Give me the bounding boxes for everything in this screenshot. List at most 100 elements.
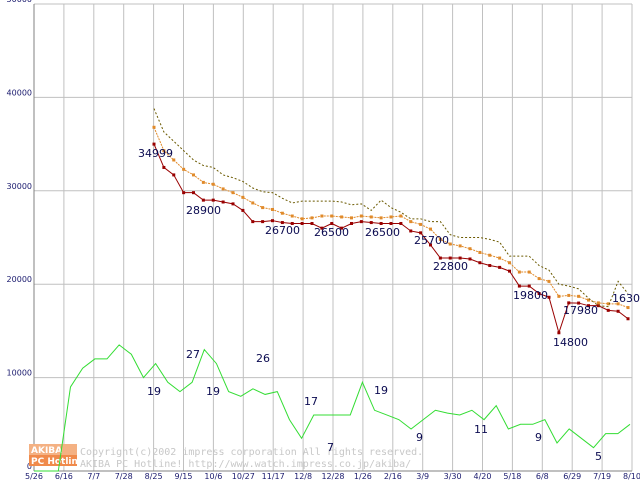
min-price-marker bbox=[320, 226, 324, 230]
avg-price-marker bbox=[419, 222, 423, 226]
y-tick-label: 30000 bbox=[7, 182, 32, 191]
x-tick-label: 5/26 bbox=[25, 472, 43, 480]
data-label: 26500 bbox=[365, 226, 400, 239]
site-url-line: AKIBA PC Hotline! http://www.watch.impre… bbox=[80, 459, 411, 470]
data-label: 9 bbox=[535, 431, 542, 444]
min-price-marker bbox=[300, 221, 304, 225]
min-price-marker bbox=[192, 191, 195, 195]
data-label: 14800 bbox=[553, 336, 588, 349]
min-price-marker bbox=[162, 165, 166, 169]
chart-series bbox=[34, 108, 631, 472]
min-price-marker bbox=[616, 309, 620, 313]
min-price-marker bbox=[211, 198, 215, 202]
y-tick-label: 50000 bbox=[7, 0, 32, 4]
avg-price-marker bbox=[448, 242, 452, 246]
avg-price-marker bbox=[231, 191, 235, 195]
chart-grid bbox=[33, 3, 633, 472]
min-price-marker bbox=[261, 220, 265, 224]
min-price-marker bbox=[231, 202, 235, 206]
min-price-marker bbox=[172, 173, 176, 177]
data-labels: 34999 28900 26700 26500 26500 25700 22800 19800… bbox=[138, 147, 640, 463]
avg-price-marker bbox=[379, 216, 383, 220]
min-price-marker bbox=[419, 231, 423, 235]
avg-price-marker bbox=[616, 302, 620, 306]
avg-price-marker bbox=[300, 217, 304, 221]
copyright-line: Copyright(c)2002 impress corporation All… bbox=[80, 447, 423, 458]
x-tick-label: 4/20 bbox=[474, 472, 492, 480]
min-price-marker bbox=[290, 221, 294, 225]
min-price-marker bbox=[221, 200, 225, 204]
data-label: 28900 bbox=[186, 204, 221, 217]
x-tick-label: 5/18 bbox=[503, 472, 521, 480]
avg-price-marker bbox=[557, 294, 561, 298]
x-tick-label: 12/28 bbox=[321, 472, 344, 480]
avg-price-marker bbox=[527, 270, 531, 274]
avg-price-marker bbox=[606, 302, 610, 306]
x-tick-label: 12/8 bbox=[294, 472, 312, 480]
avg-price-marker bbox=[488, 253, 492, 257]
avg-price-marker bbox=[626, 306, 630, 310]
min-price-marker bbox=[626, 317, 630, 321]
x-tick-label: 8/25 bbox=[145, 472, 163, 480]
avg-price-marker bbox=[271, 207, 274, 211]
y-tick-label: 10000 bbox=[7, 369, 32, 378]
min-price-marker bbox=[280, 221, 284, 225]
min-price-marker bbox=[488, 264, 492, 268]
min-price-marker bbox=[498, 265, 502, 269]
data-label: 27 bbox=[186, 348, 200, 361]
data-label: 19 bbox=[206, 385, 220, 398]
avg-price-marker bbox=[172, 158, 176, 162]
min-price-marker bbox=[399, 221, 403, 225]
x-tick-label: 1/26 bbox=[354, 472, 372, 480]
y-tick-label: 0 bbox=[27, 462, 32, 471]
avg-price-marker bbox=[508, 261, 511, 265]
avg-price-marker bbox=[290, 214, 294, 218]
avg-price-marker bbox=[350, 216, 353, 220]
min-price-marker bbox=[448, 256, 452, 260]
avg-price-marker bbox=[468, 247, 472, 251]
min-price-marker bbox=[606, 308, 610, 312]
avg-price-marker bbox=[537, 277, 541, 281]
min-price-marker bbox=[567, 301, 571, 305]
data-label: 17 bbox=[304, 395, 318, 408]
x-tick-label: 3/30 bbox=[444, 472, 462, 480]
avg-price-marker bbox=[162, 149, 166, 153]
avg-price-marker bbox=[478, 250, 482, 254]
data-label: 22800 bbox=[433, 260, 468, 273]
x-tick-label: 11/17 bbox=[262, 472, 285, 480]
min-price-marker bbox=[429, 243, 432, 247]
avg-price-marker bbox=[241, 195, 245, 199]
min-price-marker bbox=[389, 221, 393, 225]
avg-price-marker bbox=[310, 216, 314, 220]
x-tick-label: 7/28 bbox=[115, 472, 133, 480]
chart-axes: 0 10000 20000 30000 40000 50000 5/26 6/16 7/7 7/2… bbox=[7, 0, 640, 480]
min-price-marker bbox=[458, 256, 462, 260]
data-label: 19800 bbox=[513, 289, 548, 302]
data-label: 19 bbox=[147, 385, 161, 398]
min-price-marker bbox=[369, 221, 373, 225]
y-tick-label: 40000 bbox=[7, 88, 32, 97]
avg-price-marker bbox=[152, 125, 156, 129]
x-tick-label: 2/16 bbox=[384, 472, 402, 480]
avg-price-marker bbox=[211, 182, 215, 186]
x-tick-label: 7/19 bbox=[593, 472, 611, 480]
shop-count-line bbox=[34, 344, 631, 472]
data-label: 34999 bbox=[138, 147, 173, 160]
avg-price-marker bbox=[330, 214, 334, 218]
logo-top-text: AKIBA bbox=[31, 446, 62, 456]
avg-price-marker bbox=[389, 215, 393, 219]
y-tick-label: 20000 bbox=[7, 275, 32, 284]
min-price-marker bbox=[201, 198, 205, 202]
x-tick-label: 6/16 bbox=[55, 472, 73, 480]
avg-price-marker bbox=[429, 227, 432, 231]
x-tick-label: 10/6 bbox=[204, 472, 222, 480]
avg-price-marker bbox=[192, 173, 195, 177]
data-label: 16300 bbox=[612, 292, 640, 305]
data-label: 5 bbox=[595, 450, 602, 463]
x-tick-label: 8/10 bbox=[623, 472, 640, 480]
x-tick-label: 9/15 bbox=[175, 472, 193, 480]
min-price-marker bbox=[596, 304, 600, 308]
avg-price-marker bbox=[182, 167, 186, 171]
avg-price-marker bbox=[201, 180, 205, 184]
